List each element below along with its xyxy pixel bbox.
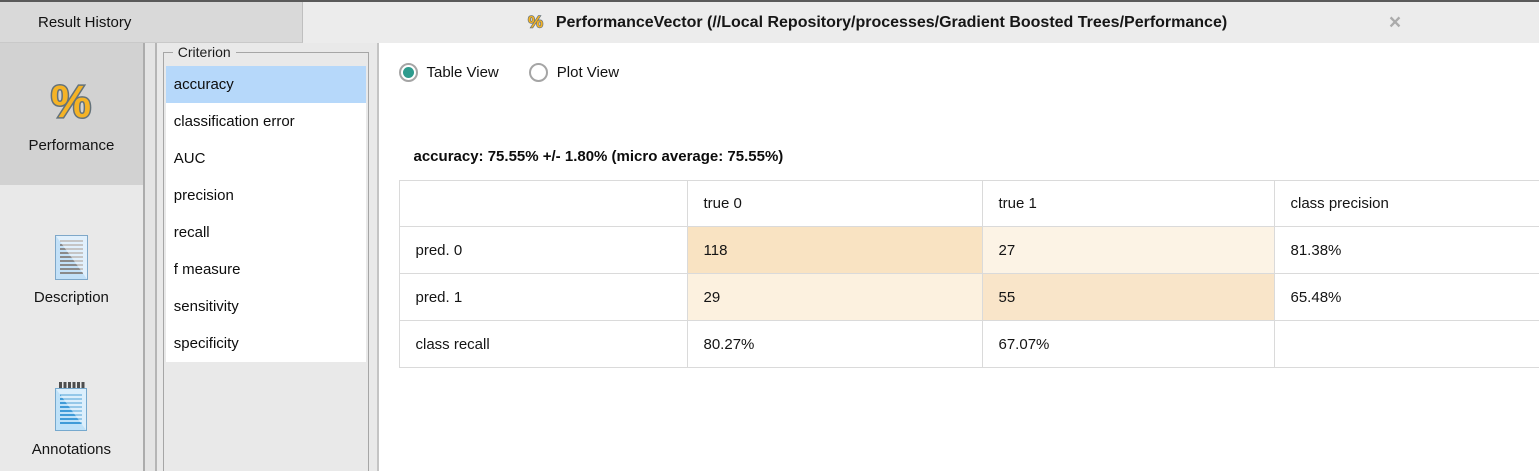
view-toggle-row: Table View Plot View xyxy=(398,60,1539,84)
criterion-legend: Criterion xyxy=(172,44,236,60)
criterion-panel: Criterion accuracy classification error … xyxy=(156,43,379,471)
cell-pred0-true0: 118 xyxy=(686,226,983,274)
content-area: % Performance Descri xyxy=(0,43,1539,471)
header-empty xyxy=(398,180,688,227)
confusion-matrix-table: true 0 true 1 class precision pred. 0 11… xyxy=(398,180,1539,368)
percent-icon: % xyxy=(43,74,99,132)
criterion-list: accuracy classification error AUC precis… xyxy=(165,66,366,362)
plot-view-radio[interactable]: Plot View xyxy=(528,62,620,82)
panel-divider[interactable] xyxy=(142,43,157,471)
document-icon xyxy=(54,234,88,284)
svg-text:%: % xyxy=(51,76,91,127)
radio-unselected-icon[interactable] xyxy=(528,62,548,82)
cell-recall-true0: 80.27% xyxy=(686,320,983,368)
table-row: class recall 80.27% 67.07% xyxy=(398,320,1539,368)
sidebar-item-description[interactable]: Description xyxy=(0,228,143,312)
table-header-row: true 0 true 1 class precision xyxy=(398,180,1539,227)
result-sidebar: % Performance Descri xyxy=(0,43,143,471)
criterion-item-precision[interactable]: precision xyxy=(173,187,234,204)
sidebar-item-label: Performance xyxy=(28,137,115,154)
cell-pred1-true0: 29 xyxy=(686,273,983,321)
row-label-pred-0: pred. 0 xyxy=(398,226,688,274)
cell-pred0-precision: 81.38% xyxy=(1273,226,1539,274)
sidebar-item-performance[interactable]: % Performance xyxy=(0,43,143,185)
notepad-icon xyxy=(54,382,88,436)
cell-pred0-true1: 27 xyxy=(981,226,1275,274)
row-label-class-recall: class recall xyxy=(398,320,688,368)
row-label-pred-1: pred. 1 xyxy=(398,273,688,321)
table-row: pred. 1 29 55 65.48% xyxy=(398,273,1539,321)
performance-main-view: Table View Plot View accuracy: 75.55% +/… xyxy=(378,43,1539,471)
table-view-label: Table View xyxy=(426,63,499,81)
criterion-item-sensitivity[interactable]: sensitivity xyxy=(173,298,239,315)
criterion-item-specificity[interactable]: specificity xyxy=(173,335,239,352)
table-view-radio[interactable]: Table View xyxy=(398,62,499,82)
accuracy-summary: accuracy: 75.55% +/- 1.80% (micro averag… xyxy=(413,148,784,165)
criterion-fieldset: Criterion accuracy classification error … xyxy=(162,44,369,471)
criterion-item-classification-error[interactable]: classification error xyxy=(173,113,295,130)
header-class-precision: class precision xyxy=(1273,180,1539,227)
criterion-item-auc[interactable]: AUC xyxy=(173,150,206,167)
cell-recall-true1: 67.07% xyxy=(981,320,1275,368)
tab-result-history-label: Result History xyxy=(38,13,132,31)
svg-text:%: % xyxy=(528,12,543,31)
cell-pred1-precision: 65.48% xyxy=(1273,273,1539,321)
close-icon[interactable]: × xyxy=(1388,10,1402,34)
header-true-0: true 0 xyxy=(686,180,983,227)
criterion-item-f-measure[interactable]: f measure xyxy=(173,261,241,278)
sidebar-item-label: Annotations xyxy=(31,441,112,458)
cell-pred1-true1: 55 xyxy=(981,273,1275,321)
tab-title: PerformanceVector (//Local Repository/pr… xyxy=(555,13,1228,31)
sidebar-item-label: Description xyxy=(33,288,109,306)
criterion-item-recall[interactable]: recall xyxy=(173,224,210,241)
header-true-1: true 1 xyxy=(981,180,1275,227)
tab-performance-vector[interactable]: % PerformanceVector (//Local Repository/… xyxy=(303,2,1539,43)
tab-bar: Result History % PerformanceVector (//Lo… xyxy=(0,0,1539,43)
sidebar-item-annotations[interactable]: Annotations xyxy=(0,375,143,465)
radio-selected-icon[interactable] xyxy=(398,62,418,82)
criterion-item-accuracy[interactable]: accuracy xyxy=(165,66,366,103)
tab-result-history[interactable]: Result History xyxy=(0,2,303,43)
table-row: pred. 0 118 27 81.38% xyxy=(398,226,1539,274)
percent-icon: % xyxy=(525,10,546,36)
plot-view-label: Plot View xyxy=(556,63,620,81)
cell-recall-precision xyxy=(1273,320,1539,368)
